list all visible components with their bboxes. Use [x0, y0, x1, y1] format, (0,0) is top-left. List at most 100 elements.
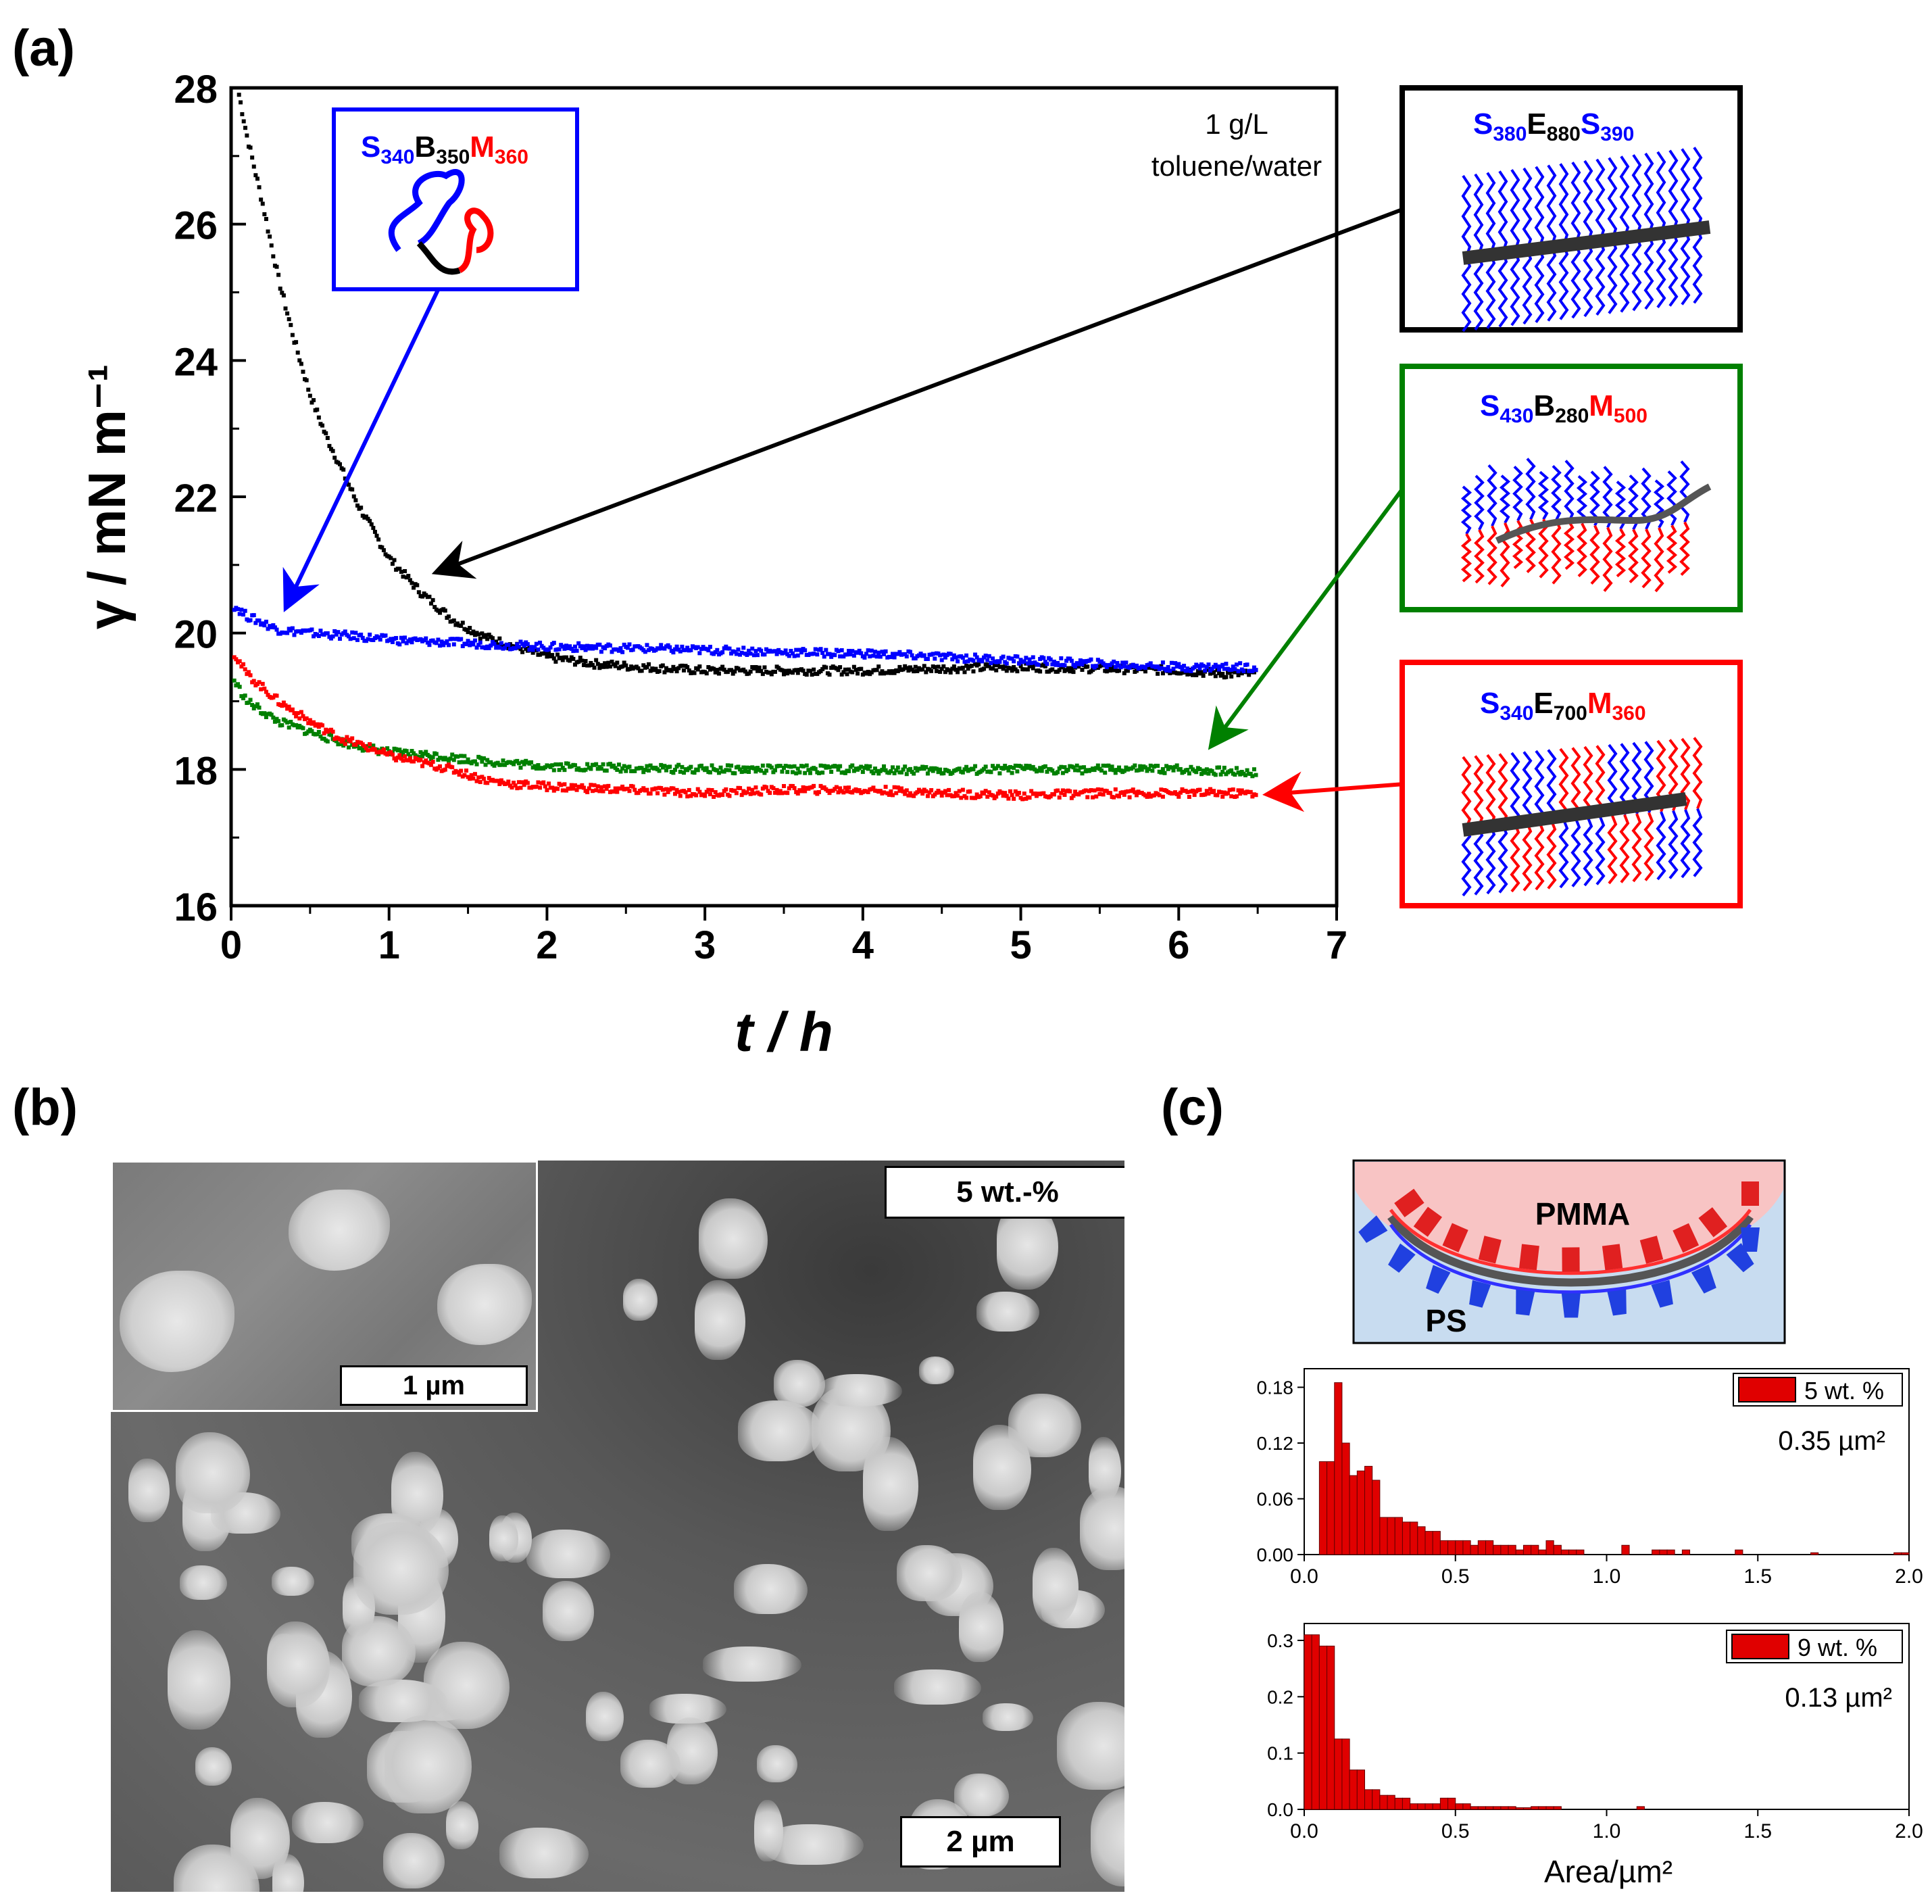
brush-chain: [1602, 527, 1613, 592]
data-point: [299, 362, 303, 366]
data-point: [1176, 794, 1181, 799]
schematic-blue-block: [1726, 1243, 1754, 1273]
data-point: [560, 788, 565, 793]
data-point: [948, 670, 953, 675]
data-point: [545, 654, 549, 659]
data-point: [474, 645, 479, 650]
schematic-red-block: [1394, 1188, 1425, 1218]
brush-chain: [1499, 474, 1511, 524]
data-point: [1043, 660, 1047, 664]
data-point: [906, 668, 911, 673]
data-point: [1039, 768, 1044, 773]
data-point: [734, 652, 739, 656]
data-point: [266, 627, 270, 631]
data-point: [399, 756, 403, 761]
data-point: [1231, 787, 1235, 792]
data-point: [1078, 765, 1083, 770]
data-point: [1057, 795, 1062, 800]
data-point: [1108, 767, 1113, 772]
data-point: [615, 789, 620, 794]
panel-label-a: (a): [12, 20, 75, 77]
schematic-blue-block: [1388, 1243, 1416, 1273]
data-point: [325, 631, 330, 636]
brush-chain: [1474, 474, 1485, 531]
data-point: [555, 762, 560, 767]
data-point: [803, 648, 808, 653]
data-point: [747, 648, 751, 653]
data-point: [590, 646, 595, 651]
histogram-bar: [1508, 1806, 1516, 1810]
brush-backbone: [1495, 483, 1712, 544]
data-point: [276, 718, 281, 723]
data-point: [538, 640, 543, 645]
data-point: [866, 766, 870, 771]
data-point: [497, 782, 502, 787]
data-point: [1157, 793, 1162, 798]
data-point: [312, 634, 316, 639]
data-point: [515, 758, 520, 763]
histogram-bar: [1500, 1806, 1509, 1810]
data-point: [506, 779, 511, 784]
data-point: [253, 620, 258, 625]
tem-particle: [359, 1679, 447, 1723]
data-point: [1145, 794, 1149, 799]
data-point: [847, 785, 851, 790]
schematic-red-block: [1639, 1236, 1664, 1264]
data-point: [851, 653, 856, 658]
data-point: [973, 796, 978, 800]
data-point: [610, 659, 614, 664]
histogram-bar: [1735, 1549, 1743, 1555]
data-point: [346, 745, 351, 750]
data-point: [630, 648, 635, 652]
data-point: [576, 641, 581, 645]
data-point: [878, 654, 883, 659]
data-point: [315, 732, 320, 737]
data-point: [529, 645, 534, 650]
data-point: [364, 746, 368, 751]
data-point: [1050, 667, 1055, 672]
histogram-bar: [1356, 1769, 1365, 1810]
schematic-block: [1469, 1236, 1502, 1308]
data-point: [1173, 661, 1178, 666]
data-point: [620, 664, 625, 669]
data-point: [641, 786, 646, 791]
data-point: [1229, 794, 1234, 799]
data-point: [359, 632, 364, 637]
data-point: [804, 763, 809, 768]
data-point: [406, 752, 411, 756]
data-point: [939, 658, 944, 662]
data-point: [1095, 658, 1100, 662]
data-point: [1215, 664, 1220, 669]
histogram-9wt-axes: 0.0 0.5 1.0 1.5 2.00.00.10.20.3: [1267, 1630, 1923, 1842]
schematic-block: [1741, 1181, 1760, 1252]
data-point: [1036, 662, 1041, 667]
data-point: [264, 619, 268, 624]
data-point: [318, 734, 323, 739]
data-point: [1043, 764, 1047, 768]
data-point: [971, 767, 976, 772]
brush-chain: [1692, 147, 1703, 229]
data-point: [1250, 668, 1255, 673]
histogram-bar: [1439, 1797, 1449, 1810]
brush-chain: [1619, 814, 1630, 883]
tem-particle: [1033, 1547, 1079, 1624]
data-point: [764, 647, 769, 652]
data-point: [883, 785, 888, 789]
data-point: [1156, 664, 1160, 669]
data-point: [1103, 662, 1108, 667]
data-point: [476, 632, 481, 637]
data-point: [1133, 790, 1137, 795]
data-point: [845, 672, 849, 677]
data-point: [895, 765, 900, 770]
brush-chain: [1537, 470, 1550, 520]
brush-chain: [1679, 521, 1690, 577]
data-point: [662, 764, 667, 768]
data-point: [1062, 663, 1067, 668]
data-point: [1094, 794, 1099, 799]
data-point: [889, 789, 893, 794]
data-point: [795, 653, 800, 658]
data-point: [664, 768, 669, 773]
data-point: [1108, 791, 1113, 796]
data-point: [441, 643, 446, 648]
x-tick-label: 7: [1326, 923, 1347, 967]
